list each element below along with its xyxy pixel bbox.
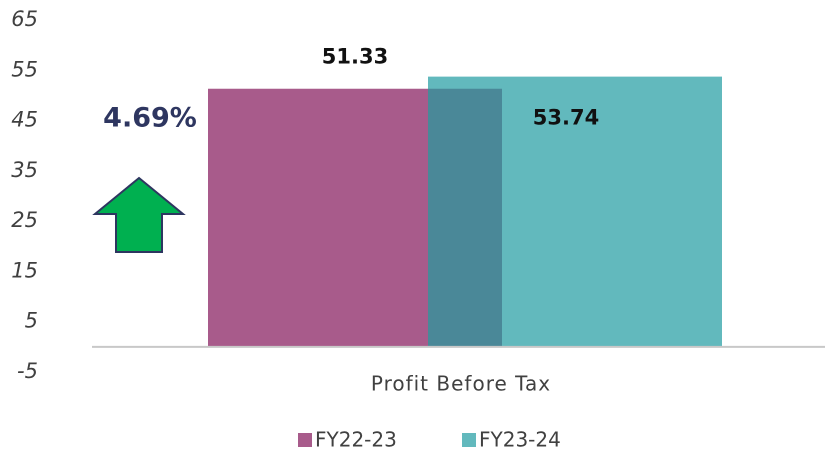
- y-tick-label: 15: [11, 258, 38, 282]
- y-tick-label: 5: [25, 309, 38, 333]
- y-tick-label: 45: [11, 108, 38, 132]
- y-tick-label: 25: [11, 208, 38, 232]
- legend-swatch: [462, 433, 476, 447]
- y-tick-label: 35: [11, 158, 38, 182]
- y-tick-label: 65: [11, 7, 38, 31]
- y-tick-label: -5: [17, 359, 38, 383]
- x-tick-label: Profit Before Tax: [371, 372, 551, 396]
- annotation: 4.69%: [103, 103, 197, 134]
- bar-overlap: [428, 88, 502, 347]
- data-label: 51.33: [322, 45, 388, 69]
- legend-label: FY23-24: [479, 428, 561, 452]
- data-label: 53.74: [533, 106, 599, 130]
- legend-label: FY22-23: [315, 428, 397, 452]
- up-arrow: [92, 176, 186, 253]
- y-tick-label: 55: [11, 57, 38, 81]
- legend-swatch: [298, 433, 312, 447]
